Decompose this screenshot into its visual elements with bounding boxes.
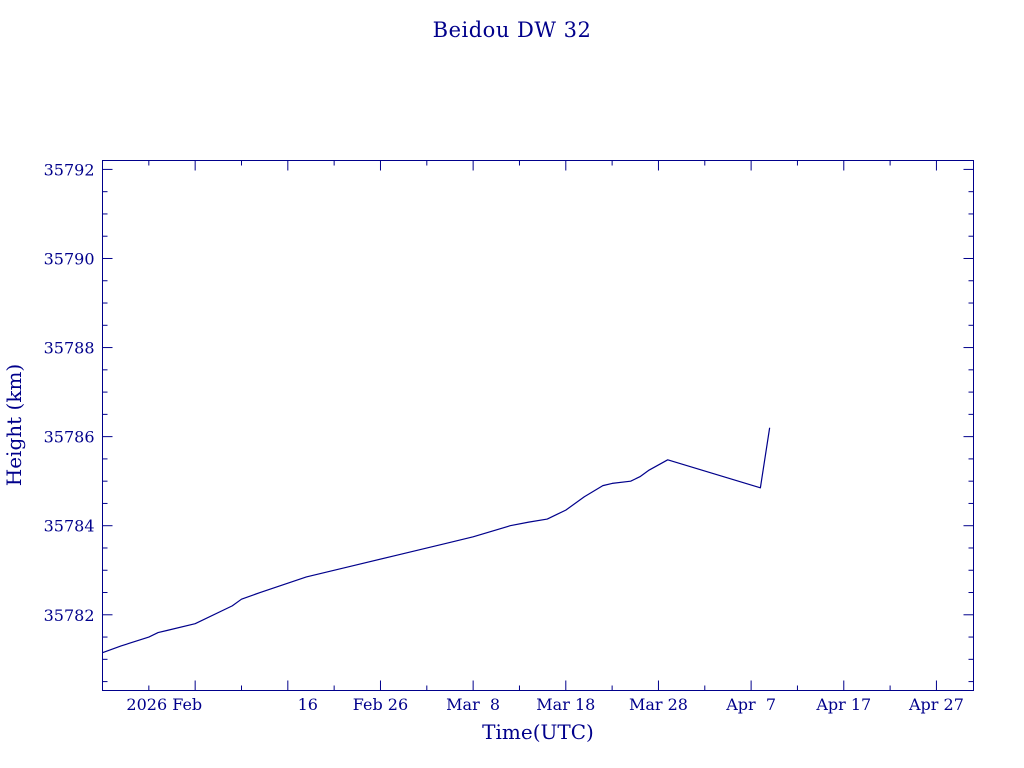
x-tick-label: Feb 26 bbox=[353, 695, 408, 714]
plot-border bbox=[102, 160, 974, 691]
y-tick-label: 35790 bbox=[44, 249, 95, 268]
x-axis-label: Time(UTC) bbox=[482, 720, 594, 744]
y-tick-label: 35786 bbox=[44, 428, 95, 447]
y-axis-ticks bbox=[102, 168, 974, 683]
x-tick-label: Mar 8 bbox=[446, 695, 500, 714]
y-axis-tick-labels: 35782 35784 35786 35788 35790 35792 bbox=[44, 160, 95, 624]
x-tick-label: 2026 Feb bbox=[126, 695, 202, 714]
x-tick-label: Apr 17 bbox=[815, 695, 871, 714]
plot-frame bbox=[102, 160, 974, 691]
x-tick-label: Mar 18 bbox=[536, 695, 595, 714]
x-axis-ticks bbox=[148, 160, 937, 691]
x-tick-label: Apr 27 bbox=[908, 695, 964, 714]
x-tick-label: Mar 28 bbox=[629, 695, 688, 714]
y-tick-label: 35788 bbox=[44, 339, 95, 358]
chart-title: Beidou DW 32 bbox=[433, 18, 592, 42]
series-layer bbox=[102, 427, 771, 654]
y-tick-label: 35792 bbox=[44, 160, 95, 179]
y-tick-label: 35782 bbox=[44, 606, 95, 625]
x-tick-label: Apr 7 bbox=[725, 695, 776, 714]
series-line bbox=[102, 427, 771, 654]
x-axis-tick-labels: 2026 Feb 16 Feb 26 Mar 8 Mar 18 Mar 28 Apr 7 Ap… bbox=[126, 695, 963, 714]
y-axis-label: Height (km) bbox=[2, 364, 26, 486]
y-tick-label: 35784 bbox=[44, 517, 95, 536]
x-tick-label: 16 bbox=[298, 695, 318, 714]
